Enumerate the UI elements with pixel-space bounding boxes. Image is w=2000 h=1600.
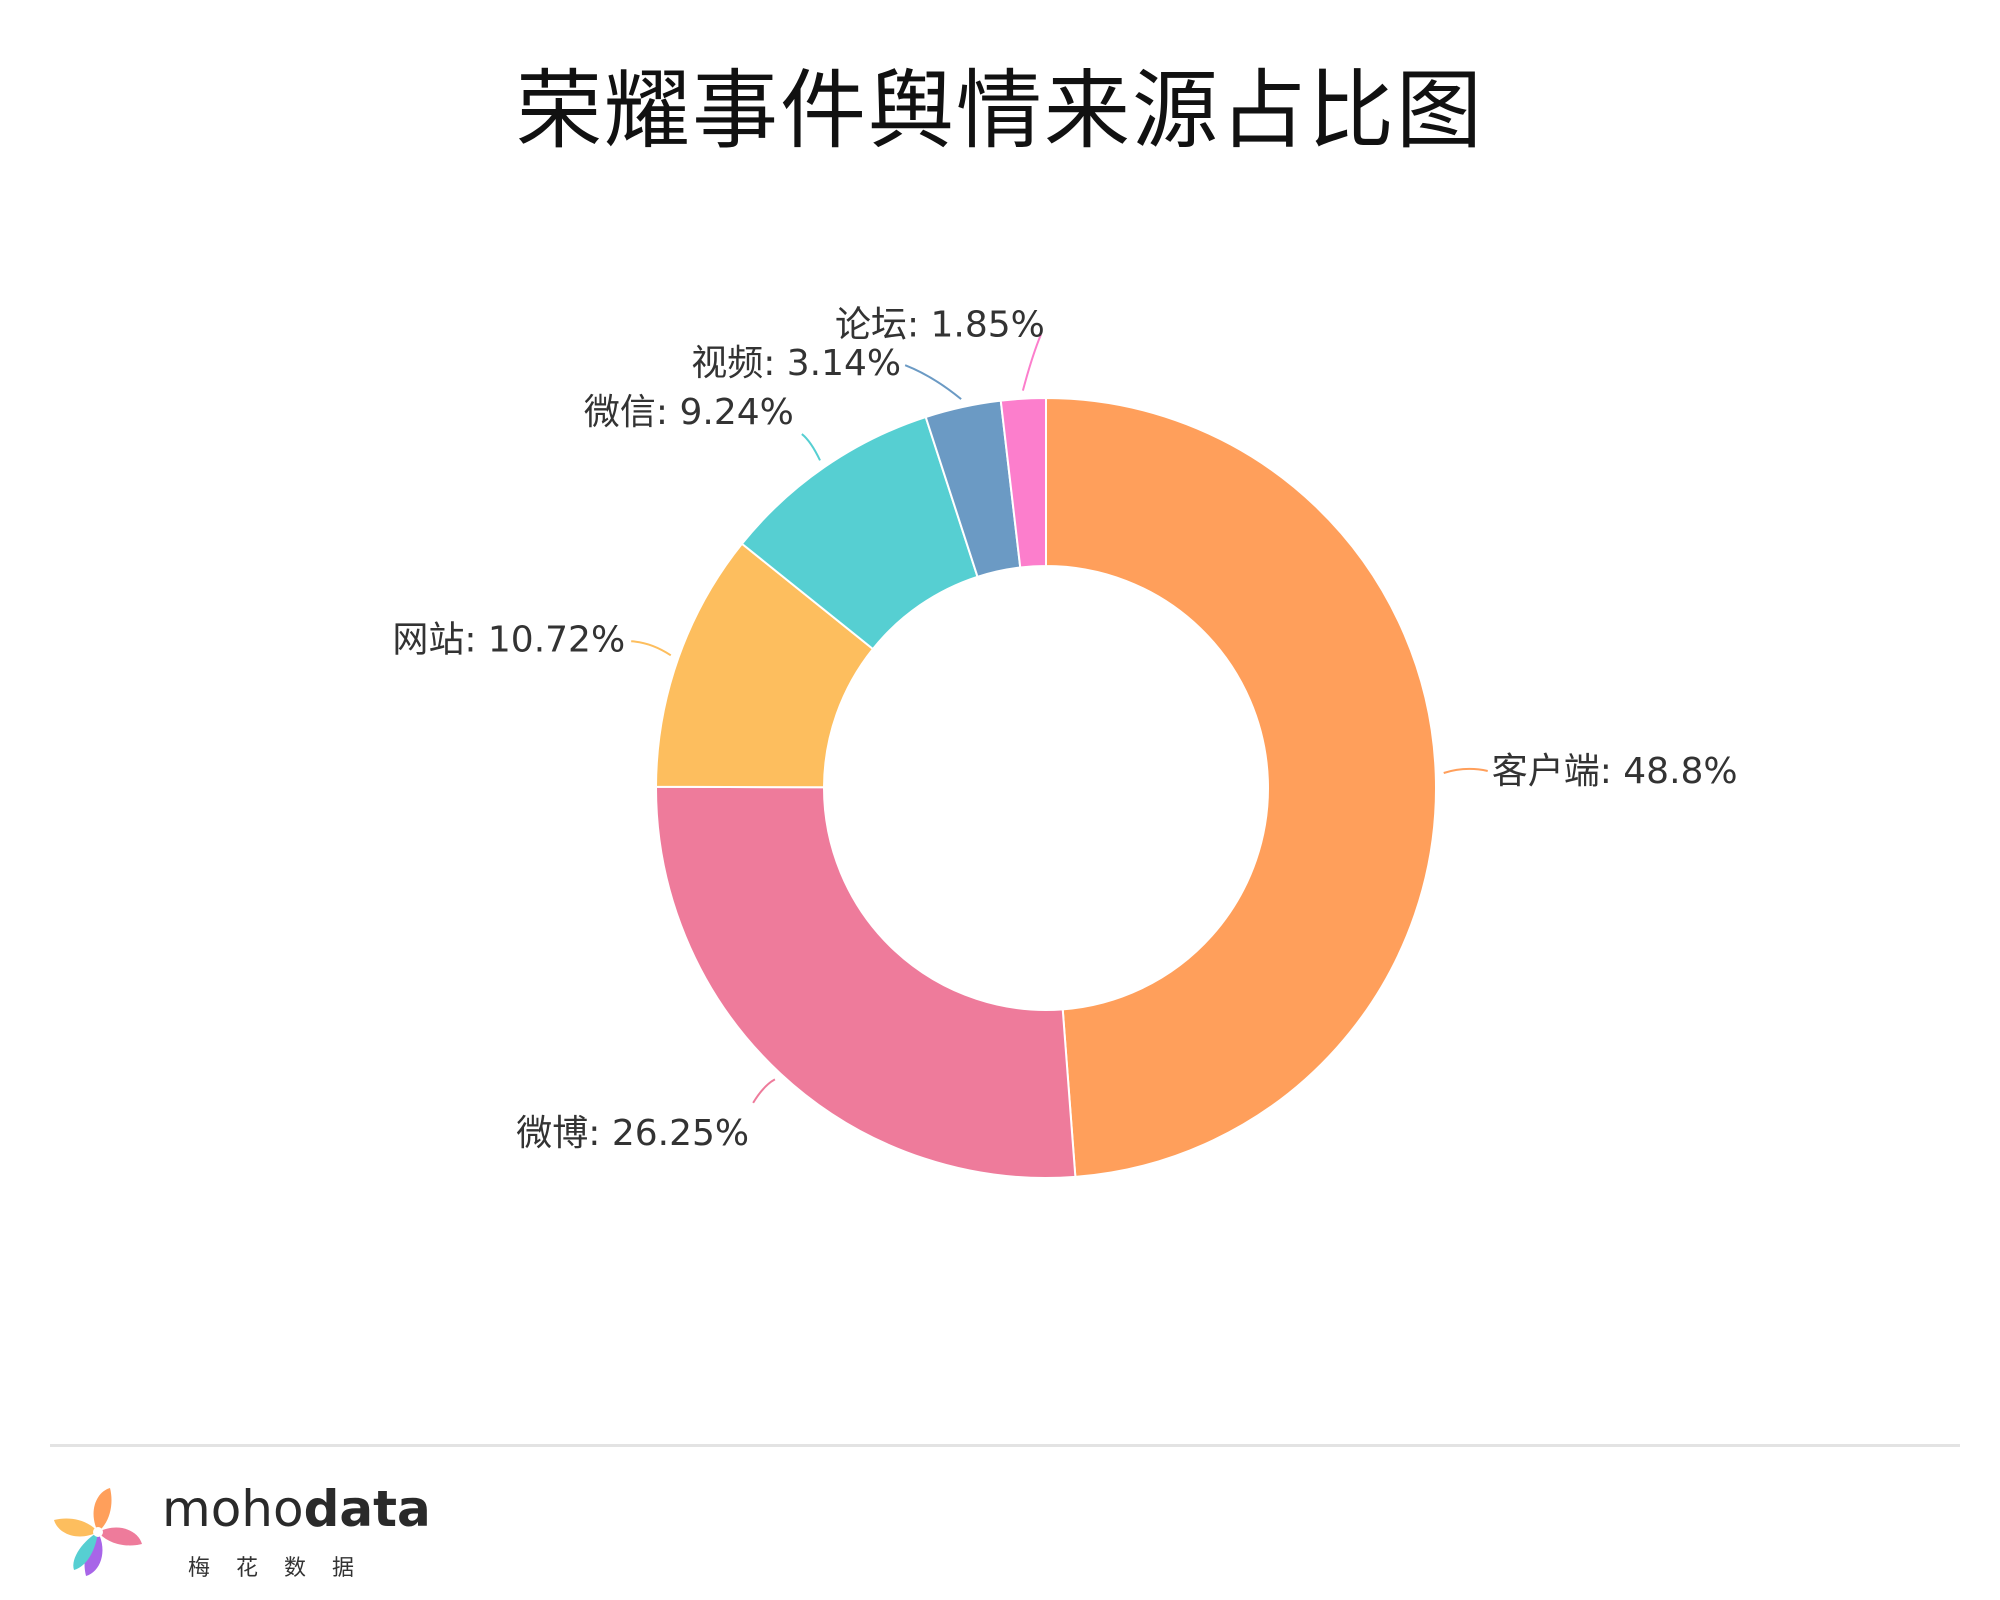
slice-labels: 客户端: 48.8% 微博: 26.25% 网站: 10.72% 微信: 9.24% 视…	[392, 305, 1737, 1154]
leader-line-3	[631, 640, 672, 657]
slice-2	[655, 785, 1077, 1179]
slice-label-1: 客户端: 48.8%	[1492, 751, 1738, 792]
footer-divider	[50, 1444, 1960, 1447]
leader-line-2	[752, 1078, 776, 1104]
slice-6	[999, 396, 1047, 569]
chart-title: 荣耀事件舆情来源占比图	[516, 61, 1484, 161]
leader-line-5	[904, 364, 962, 400]
brand-name-light: moho	[162, 1480, 304, 1538]
slice-label-3: 网站: 10.72%	[392, 619, 625, 660]
brand-subtitle: 梅花数据	[188, 1556, 381, 1581]
slice-label-6: 论坛: 1.85%	[835, 305, 1045, 346]
slice-label-4: 微信: 9.24%	[584, 392, 794, 433]
leader-line-1	[1443, 767, 1488, 774]
slice-label-2: 微博: 26.25%	[516, 1113, 749, 1154]
leader-line-6	[1021, 334, 1042, 391]
slice-label-5: 视频: 3.14%	[691, 343, 901, 384]
pinwheel-logo-icon	[54, 1488, 142, 1576]
label-leader-lines	[631, 334, 1488, 1104]
brand-name: mohodata	[162, 1484, 431, 1534]
leader-line-4	[801, 433, 821, 461]
slice-1	[1045, 396, 1437, 1178]
donut-slices	[654, 396, 1437, 1179]
brand-name-bold: data	[303, 1480, 431, 1538]
